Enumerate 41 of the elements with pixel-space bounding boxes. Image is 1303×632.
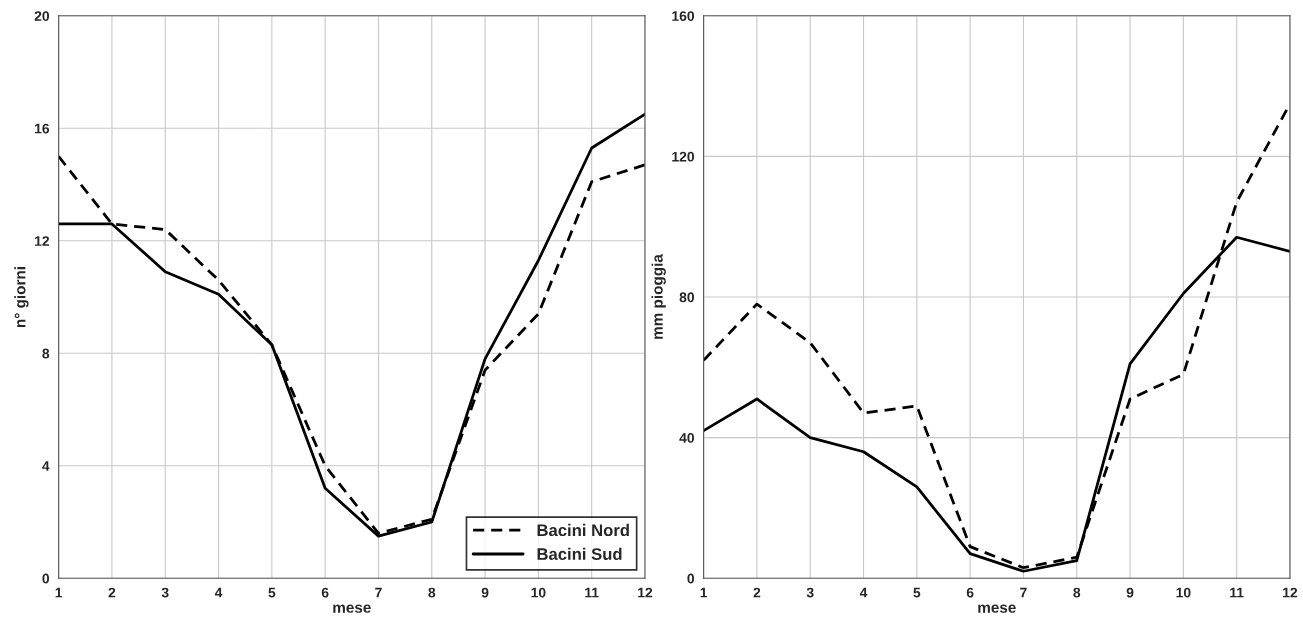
x-tick-label: 4 bbox=[859, 587, 868, 598]
x-tick-label: 8 bbox=[428, 587, 436, 598]
x-tick-label: 4 bbox=[214, 587, 223, 598]
y-tick-label: 0 bbox=[42, 573, 50, 584]
x-tick-label: 12 bbox=[1283, 587, 1298, 598]
x-tick-label: 3 bbox=[806, 587, 814, 598]
x-tick-label: 7 bbox=[375, 587, 382, 598]
x-tick-label: 6 bbox=[966, 587, 974, 598]
x-tick-label: 8 bbox=[1073, 587, 1081, 598]
x-tick-label: 9 bbox=[1126, 587, 1134, 598]
x-tick-label: 9 bbox=[481, 587, 489, 598]
x-tick-label: 10 bbox=[531, 587, 546, 598]
y-axis-title: mm pioggia bbox=[651, 254, 666, 339]
x-tick-label: 5 bbox=[268, 587, 276, 598]
y-tick-label: 40 bbox=[679, 432, 695, 443]
x-tick-label: 10 bbox=[1176, 587, 1191, 598]
x-axis-title: mese bbox=[978, 604, 1016, 613]
y-tick-label: 8 bbox=[42, 348, 50, 359]
x-tick-label: 1 bbox=[700, 587, 708, 598]
x-tick-label: 12 bbox=[638, 587, 653, 598]
x-tick-label: 1 bbox=[55, 587, 63, 598]
y-tick-label: 80 bbox=[679, 292, 695, 303]
y-axis-title: n° giorni bbox=[14, 267, 29, 328]
y-tick-label: 16 bbox=[35, 123, 50, 134]
x-tick-label: 2 bbox=[753, 587, 761, 598]
y-tick-label: 12 bbox=[35, 236, 50, 246]
x-tick-label: 3 bbox=[161, 587, 169, 598]
y-tick-label: 120 bbox=[672, 151, 695, 162]
x-axis-title: mese bbox=[333, 604, 371, 613]
y-tick-label: 160 bbox=[672, 11, 695, 21]
x-tick-label: 11 bbox=[1230, 587, 1244, 598]
x-tick-label: 6 bbox=[321, 587, 329, 598]
y-tick-label: 4 bbox=[42, 461, 50, 471]
x-tick-label: 7 bbox=[1020, 587, 1027, 598]
y-tick-label: 0 bbox=[687, 573, 695, 584]
y-tick-label: 20 bbox=[34, 11, 50, 21]
x-tick-label: 2 bbox=[108, 587, 116, 598]
legend-label: Bacini Sud bbox=[537, 547, 622, 560]
x-tick-label: 5 bbox=[913, 587, 921, 598]
legend-label: Bacini Nord bbox=[537, 523, 629, 537]
x-tick-label: 11 bbox=[585, 587, 599, 598]
